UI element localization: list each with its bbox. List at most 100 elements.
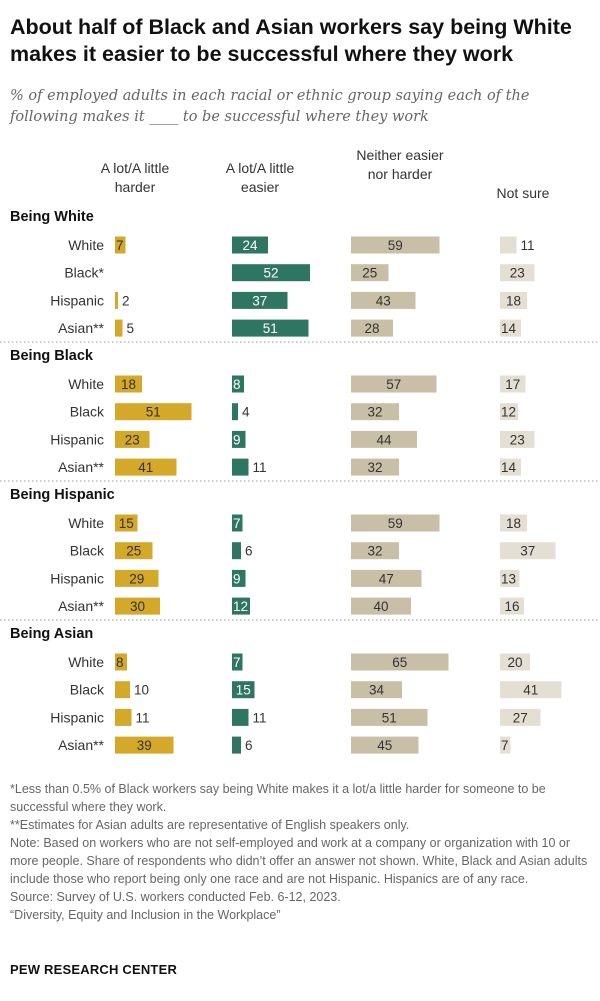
data-label-easier: 9	[233, 571, 241, 586]
data-label-neither: 45	[377, 738, 392, 753]
bar-easier	[232, 319, 309, 337]
bar-harder	[115, 708, 132, 726]
data-label-harder: 7	[116, 238, 124, 253]
data-label-easier: 52	[263, 266, 278, 281]
data-label-easier: 11	[253, 460, 267, 475]
row-label: White	[68, 237, 104, 253]
bar-easier	[232, 736, 241, 754]
data-label-neither: 57	[386, 377, 401, 392]
data-label-harder: 2	[122, 293, 130, 308]
data-label-neither: 25	[362, 266, 377, 281]
data-label-not_sure: 18	[506, 516, 521, 531]
data-label-neither: 43	[376, 293, 391, 308]
data-label-neither: 40	[373, 599, 388, 614]
data-label-harder: 51	[146, 405, 161, 420]
data-label-easier: 11	[253, 710, 267, 725]
bar-easier	[232, 542, 241, 560]
bar-not_sure	[500, 542, 556, 560]
data-label-easier: 9	[233, 432, 241, 447]
bar-easier	[232, 569, 246, 587]
chart-subtitle: % of employed adults in each racial or e…	[10, 88, 530, 125]
row-label: White	[68, 376, 104, 392]
data-label-not_sure: 16	[504, 599, 519, 614]
bar-neither	[351, 458, 399, 476]
column-header-neither: Neither easier nor harder	[356, 147, 444, 182]
bar-neither	[351, 569, 422, 587]
bar-easier	[232, 681, 255, 699]
data-label-not_sure: 13	[501, 571, 516, 586]
bar-easier	[232, 708, 249, 726]
row-label: Hispanic	[50, 709, 104, 725]
data-label-harder: 11	[136, 710, 150, 725]
data-label-not_sure: 11	[521, 238, 535, 253]
data-label-not_sure: 12	[501, 405, 516, 420]
data-label-neither: 28	[364, 321, 379, 336]
source-note: Source: Survey of U.S. workers conducted…	[10, 890, 341, 904]
row-label: Hispanic	[50, 431, 104, 447]
data-label-easier: 6	[245, 738, 253, 753]
bar-neither	[351, 653, 449, 671]
data-label-not_sure: 14	[501, 460, 517, 475]
bar-neither	[351, 319, 393, 337]
data-label-easier: 37	[252, 293, 267, 308]
bar-harder	[115, 542, 153, 560]
bar-neither	[351, 542, 399, 560]
bar-harder	[115, 597, 160, 615]
bar-not_sure	[500, 597, 524, 615]
data-label-neither: 34	[369, 683, 385, 698]
bar-harder	[115, 736, 174, 754]
bar-easier	[232, 430, 246, 448]
bar-not_sure	[500, 319, 521, 337]
column-header-not-sure: Not sure	[496, 185, 550, 201]
section-title: Being Black	[10, 348, 94, 364]
data-label-neither: 47	[379, 571, 394, 586]
bar-not_sure	[500, 264, 535, 282]
data-label-easier: 51	[263, 321, 278, 336]
bar-easier	[232, 403, 238, 421]
bar-neither	[351, 681, 402, 699]
column-header-harder: A lot/A little harder	[100, 160, 170, 195]
row-label: Asian**	[58, 459, 104, 475]
pew-logo-text: PEW RESEARCH CENTER	[10, 962, 178, 977]
data-label-easier: 15	[236, 683, 251, 698]
data-label-easier: 24	[242, 238, 258, 253]
bar-harder	[115, 236, 126, 254]
bar-not_sure	[500, 681, 562, 699]
row-label: Black	[70, 682, 105, 698]
data-label-not_sure: 20	[507, 655, 522, 670]
bar-neither	[351, 736, 419, 754]
row-label: Asian**	[58, 737, 104, 753]
data-label-harder: 15	[119, 516, 134, 531]
bar-not_sure	[500, 653, 530, 671]
bar-easier	[232, 264, 310, 282]
data-label-harder: 8	[116, 655, 124, 670]
data-label-neither: 59	[388, 516, 403, 531]
row-label: Black	[70, 404, 105, 420]
data-label-neither: 51	[382, 710, 397, 725]
section-title: Being Asian	[10, 626, 93, 642]
row-label: Asian**	[58, 598, 104, 614]
data-label-not_sure: 27	[513, 710, 528, 725]
row-label: Hispanic	[50, 570, 104, 586]
column-header-easier: A lot/A little easier	[225, 160, 295, 195]
data-label-harder: 18	[121, 377, 136, 392]
bar-neither	[351, 430, 417, 448]
data-label-easier: 7	[233, 516, 241, 531]
footnote-black: *Less than 0.5% of Black workers say bei…	[10, 782, 546, 814]
bar-easier	[232, 597, 250, 615]
bar-neither	[351, 375, 437, 393]
data-label-harder: 23	[125, 432, 140, 447]
bar-not_sure	[500, 291, 527, 309]
data-label-not_sure: 23	[510, 266, 525, 281]
bar-not_sure	[500, 375, 526, 393]
bar-easier	[232, 514, 243, 532]
bar-not_sure	[500, 430, 535, 448]
bar-not_sure	[500, 736, 511, 754]
data-label-easier: 7	[233, 655, 241, 670]
data-label-harder: 25	[126, 544, 141, 559]
bar-harder	[115, 681, 130, 699]
bar-harder	[115, 291, 118, 309]
data-label-easier: 12	[233, 599, 248, 614]
data-label-neither: 32	[367, 405, 382, 420]
